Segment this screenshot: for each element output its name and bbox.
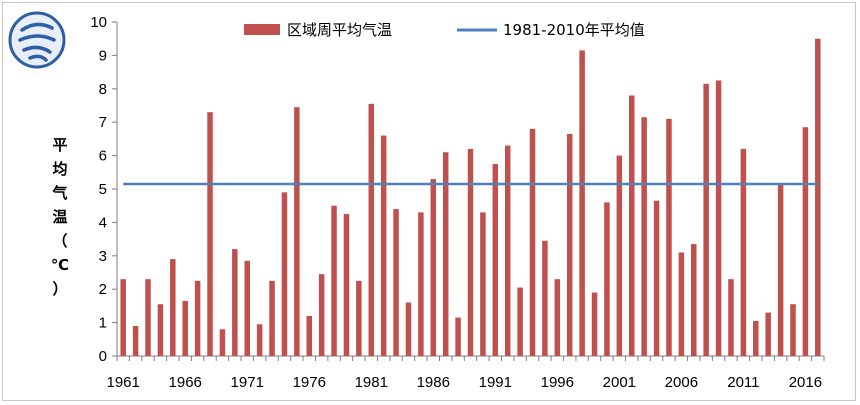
bar — [542, 240, 548, 356]
bar — [269, 280, 275, 356]
y-tick-label: 3 — [99, 248, 107, 265]
bar — [430, 178, 437, 356]
x-tick-label: 2001 — [603, 374, 636, 391]
bar — [777, 183, 784, 356]
bar — [480, 212, 486, 356]
y-tick-label: 7 — [99, 114, 107, 131]
bar — [666, 118, 672, 356]
bar — [455, 317, 461, 356]
bar — [815, 38, 821, 356]
bar — [368, 103, 375, 356]
y-axis-label-char: 气 — [51, 184, 67, 202]
bar — [182, 300, 188, 356]
x-tick-label: 1996 — [541, 374, 574, 391]
bar — [715, 80, 722, 356]
legend: 区域周平均气温 1981-2010年平均值 — [244, 21, 645, 39]
y-axis-label-char: 温 — [52, 208, 67, 226]
y-axis-label: 平均气温 （ ℃ ） — [51, 136, 69, 298]
y-tick-label: 10 — [90, 14, 107, 31]
logo-icon — [8, 11, 66, 69]
bar — [467, 148, 474, 356]
y-tick-label: 5 — [99, 181, 107, 198]
bar — [331, 205, 337, 356]
bar — [753, 320, 759, 356]
bar — [120, 279, 126, 356]
x-tick-label: 1991 — [479, 374, 512, 391]
bar — [294, 107, 300, 356]
y-tick-label: 6 — [99, 148, 107, 165]
bar — [554, 279, 561, 356]
bar — [442, 152, 449, 356]
bar — [281, 192, 288, 356]
bar — [232, 249, 238, 356]
bar — [616, 155, 623, 356]
y-tick-label: 0 — [99, 348, 107, 365]
bar — [517, 287, 523, 356]
legend-label-bar: 区域周平均气温 — [287, 21, 392, 39]
x-tick-label: 2011 — [727, 374, 759, 391]
bar-series — [120, 38, 821, 357]
y-axis-label-char: ） — [52, 280, 67, 298]
bar — [405, 302, 412, 356]
bar — [132, 325, 139, 356]
x-tick-label: 1986 — [417, 374, 450, 391]
bar — [170, 259, 176, 356]
y-tick-label: 9 — [99, 47, 107, 64]
bar — [653, 200, 660, 356]
y-tick-label: 8 — [99, 81, 107, 98]
bar — [728, 279, 734, 356]
bar — [504, 145, 511, 356]
bar — [219, 329, 226, 356]
bar — [641, 117, 647, 356]
bar — [306, 315, 313, 356]
x-tick-label: 1966 — [169, 374, 202, 391]
bar — [740, 148, 747, 356]
bar — [418, 212, 424, 356]
bar — [678, 252, 685, 356]
y-tick-label: 4 — [99, 214, 107, 231]
bar — [802, 127, 809, 357]
bar — [380, 135, 387, 356]
x-tick-label: 1961 — [107, 374, 140, 391]
y-axis-label-char: （ — [52, 232, 67, 250]
bar — [579, 50, 585, 356]
bar — [356, 280, 362, 356]
bar — [393, 209, 399, 356]
chart-frame — [2, 2, 856, 401]
bar — [207, 112, 213, 357]
x-tick-label: 1976 — [293, 374, 326, 391]
bar — [691, 244, 697, 356]
x-tick-label: 2016 — [789, 374, 822, 391]
bar — [566, 133, 573, 356]
bar — [492, 163, 499, 356]
y-axis-label-char: 均 — [52, 160, 67, 178]
bar — [256, 324, 263, 356]
bar — [145, 279, 151, 356]
y-tick-label: 2 — [99, 281, 107, 298]
y-axis-label-char: 平 — [52, 136, 67, 154]
y-tick-labels: 0 1 2 3 4 5 6 7 8 9 10 — [90, 14, 107, 365]
y-tick-label: 1 — [99, 315, 107, 332]
bar — [529, 128, 536, 356]
bar — [604, 202, 610, 356]
bar — [591, 292, 598, 356]
bar — [157, 304, 164, 356]
bar — [703, 83, 709, 356]
legend-swatch-bar — [244, 24, 280, 35]
bar — [244, 260, 250, 356]
legend-label-line: 1981-2010年平均值 — [503, 21, 645, 39]
bar — [194, 280, 201, 356]
x-tick-label: 1971 — [231, 374, 264, 391]
bar — [343, 214, 350, 356]
bar — [628, 95, 635, 356]
bar — [765, 312, 771, 356]
bar — [790, 304, 796, 356]
x-tick-labels: 1961 1966 1971 1976 1981 1986 1991 1996 2001 2006… — [107, 374, 823, 391]
x-tick-label: 2006 — [665, 374, 698, 391]
bar — [318, 274, 325, 356]
y-axis-label-char: ℃ — [51, 256, 69, 274]
x-tick-label: 1981 — [355, 374, 388, 391]
